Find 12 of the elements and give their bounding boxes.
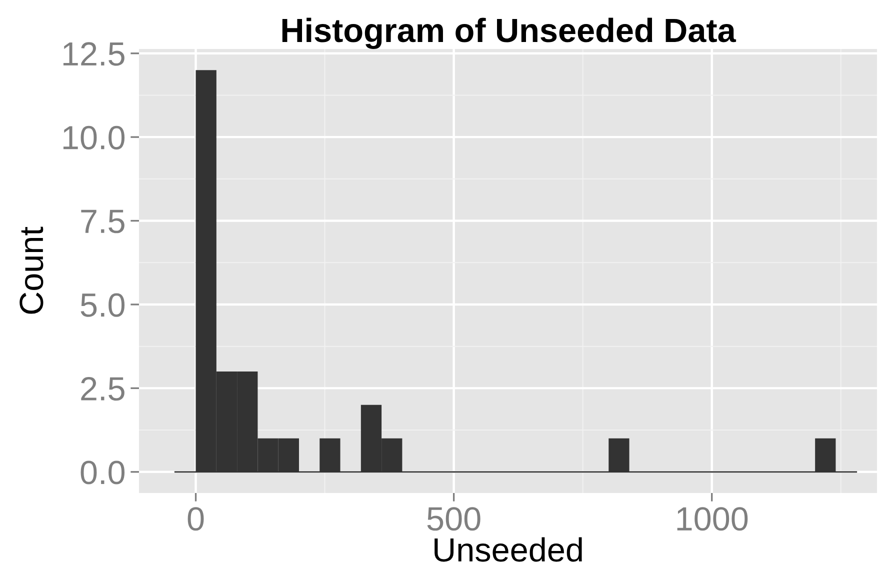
x-tick-label: 500 [427,507,480,531]
chart-title: Histogram of Unseeded Data [282,18,736,49]
x-axis-title: Unseeded [434,537,582,562]
y-tick-label: 7.5 [81,210,124,234]
y-axis-title: Count [20,226,44,314]
y-tick-label: 0.0 [80,460,125,484]
x-tick-label: 0 [188,507,204,531]
y-tick-label: 12.5 [63,42,124,66]
y-tick-label: 5.0 [80,293,125,317]
x-tick-label: 1000 [677,507,748,531]
y-tick-label: 2.5 [81,376,124,401]
y-tick-label: 10.0 [63,126,125,150]
